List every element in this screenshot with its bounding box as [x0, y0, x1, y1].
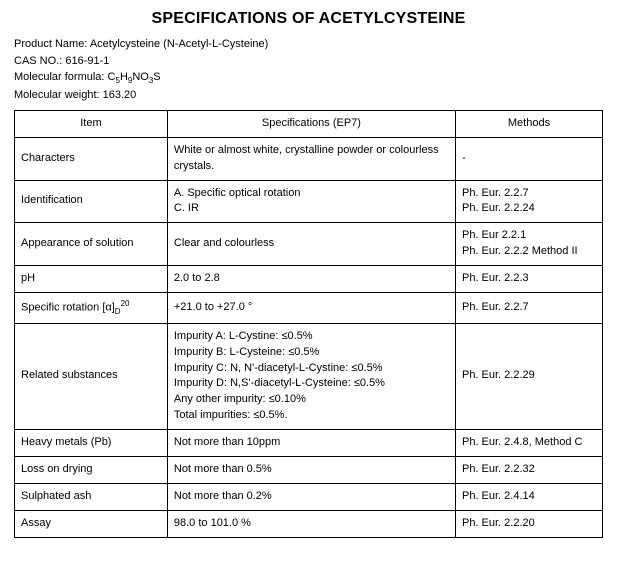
cell-method-line: Ph. Eur. 2.2.7 [462, 186, 596, 202]
table-row: Specific rotation [α]D20 +21.0 to +27.0 … [15, 293, 603, 323]
table-row: Identification A. Specific optical rotat… [15, 180, 603, 223]
table-row: pH 2.0 to 2.8 Ph. Eur. 2.2.3 [15, 266, 603, 293]
cell-spec-line: C. IR [174, 201, 449, 217]
cell-spec-line: Total impurities: ≤0.5%. [174, 408, 449, 424]
spec-table: Item Specifications (EP7) Methods Charac… [14, 110, 603, 538]
header-item: Item [15, 110, 168, 137]
cell-item: Specific rotation [α]D20 [15, 293, 168, 323]
cell-spec: Not more than 10ppm [167, 430, 455, 457]
cell-spec-line: Impurity B: L-Cysteine: ≤0.5% [174, 345, 449, 361]
cell-spec: A. Specific optical rotation C. IR [167, 180, 455, 223]
rotation-label: Specific rotation [α] [21, 302, 115, 314]
cell-method-line: Ph. Eur 2.2.1 [462, 228, 596, 244]
cell-spec: 2.0 to 2.8 [167, 266, 455, 293]
cell-item: Appearance of solution [15, 223, 168, 266]
cell-method: Ph. Eur. 2.2.7 [455, 293, 602, 323]
cell-item: Loss on drying [15, 457, 168, 484]
cell-method: Ph. Eur. 2.2.29 [455, 323, 602, 430]
page-title: SPECIFICATIONS OF ACETYLCYSTEINE [14, 10, 603, 28]
cell-spec: Not more than 0.5% [167, 457, 455, 484]
cell-spec: 98.0 to 101.0 % [167, 511, 455, 538]
cell-method: Ph. Eur. 2.2.7 Ph. Eur. 2.2.24 [455, 180, 602, 223]
cell-method: - [455, 137, 602, 180]
cell-item: Assay [15, 511, 168, 538]
cell-spec: Clear and colourless [167, 223, 455, 266]
meta-product-name: Product Name: Acetylcysteine (N-Acetyl-L… [14, 36, 603, 53]
cell-method: Ph. Eur. 2.2.20 [455, 511, 602, 538]
cell-spec: Impurity A: L-Cystine: ≤0.5% Impurity B:… [167, 323, 455, 430]
header-method: Methods [455, 110, 602, 137]
cell-spec-line: Impurity C: N, N'-diacetyl-L-Cystine: ≤0… [174, 361, 449, 377]
table-row: Related substances Impurity A: L-Cystine… [15, 323, 603, 430]
rotation-sup: 20 [121, 299, 130, 308]
cell-spec-line: Any other impurity: ≤0.10% [174, 392, 449, 408]
cell-item: Characters [15, 137, 168, 180]
meta-molecular-weight: Molecular weight: 163.20 [14, 87, 603, 104]
cell-item: Identification [15, 180, 168, 223]
cell-spec: +21.0 to +27.0 ° [167, 293, 455, 323]
table-row: Loss on drying Not more than 0.5% Ph. Eu… [15, 457, 603, 484]
cell-method-line: Ph. Eur. 2.2.2 Method II [462, 244, 596, 260]
cell-method: Ph. Eur. 2.2.32 [455, 457, 602, 484]
cell-method: Ph. Eur. 2.2.3 [455, 266, 602, 293]
cell-item: Heavy metals (Pb) [15, 430, 168, 457]
cell-method: Ph. Eur. 2.4.8, Method C [455, 430, 602, 457]
cell-item: Related substances [15, 323, 168, 430]
cell-item: pH [15, 266, 168, 293]
cell-item: Sulphated ash [15, 484, 168, 511]
cell-spec: White or almost white, crystalline powde… [167, 137, 455, 180]
cell-spec-line: Impurity A: L-Cystine: ≤0.5% [174, 329, 449, 345]
cell-method: Ph. Eur. 2.4.14 [455, 484, 602, 511]
product-meta: Product Name: Acetylcysteine (N-Acetyl-L… [14, 36, 603, 104]
rotation-sub: D [115, 307, 121, 316]
header-spec: Specifications (EP7) [167, 110, 455, 137]
meta-cas-no: CAS NO.: 616-91-1 [14, 53, 603, 70]
cell-method-line: Ph. Eur. 2.2.24 [462, 201, 596, 217]
table-row: Sulphated ash Not more than 0.2% Ph. Eur… [15, 484, 603, 511]
cell-spec-line: A. Specific optical rotation [174, 186, 449, 202]
table-row: Heavy metals (Pb) Not more than 10ppm Ph… [15, 430, 603, 457]
table-row: Characters White or almost white, crysta… [15, 137, 603, 180]
table-header-row: Item Specifications (EP7) Methods [15, 110, 603, 137]
cell-spec: Not more than 0.2% [167, 484, 455, 511]
table-row: Appearance of solution Clear and colourl… [15, 223, 603, 266]
cell-method: Ph. Eur 2.2.1 Ph. Eur. 2.2.2 Method II [455, 223, 602, 266]
cell-spec-line: Impurity D: N,S'-diacetyl-L-Cysteine: ≤0… [174, 376, 449, 392]
meta-formula-prefix: Molecular formula: C [14, 71, 115, 83]
table-row: Assay 98.0 to 101.0 % Ph. Eur. 2.2.20 [15, 511, 603, 538]
meta-formula: Molecular formula: C5H9NO3S [14, 69, 603, 87]
